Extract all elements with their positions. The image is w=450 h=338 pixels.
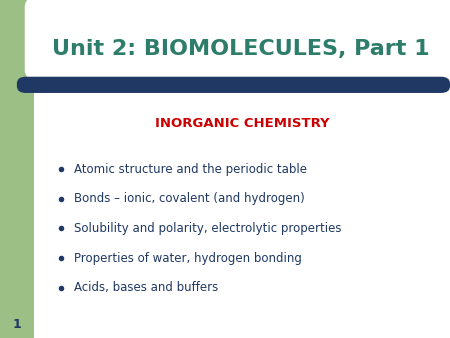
FancyBboxPatch shape bbox=[17, 77, 450, 93]
Text: Solubility and polarity, electrolytic properties: Solubility and polarity, electrolytic pr… bbox=[74, 222, 342, 235]
Text: 1: 1 bbox=[13, 318, 21, 331]
Text: Bonds – ionic, covalent (and hydrogen): Bonds – ionic, covalent (and hydrogen) bbox=[74, 192, 305, 205]
Text: Acids, bases and buffers: Acids, bases and buffers bbox=[74, 282, 219, 294]
FancyBboxPatch shape bbox=[25, 0, 43, 80]
Bar bbox=[0, 0, 34, 338]
Text: Properties of water, hydrogen bonding: Properties of water, hydrogen bonding bbox=[74, 252, 302, 265]
Text: INORGANIC CHEMISTRY: INORGANIC CHEMISTRY bbox=[154, 117, 329, 130]
Text: Atomic structure and the periodic table: Atomic structure and the periodic table bbox=[74, 163, 307, 175]
Text: Unit 2: BIOMOLECULES, Part 1: Unit 2: BIOMOLECULES, Part 1 bbox=[52, 39, 429, 59]
